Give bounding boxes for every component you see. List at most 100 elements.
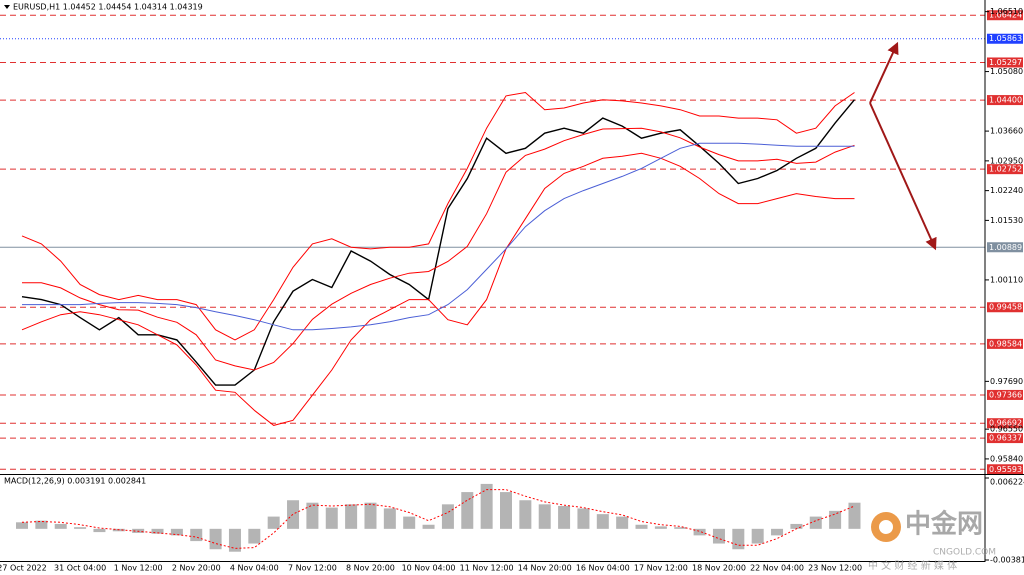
histogram-bar (54, 523, 67, 529)
y-tick-label: 1.03660 (990, 127, 1023, 136)
watermark: 中金网 CNGOLD.COM 中 文 财 经 新 媒 体 (868, 509, 996, 573)
histogram-bar (16, 522, 28, 529)
histogram-bar (461, 492, 474, 529)
level-tag (987, 433, 1023, 444)
logo-inner (879, 520, 893, 534)
histogram-bar (538, 504, 551, 529)
watermark-tagline: 中 文 财 经 新 媒 体 (868, 559, 957, 572)
histogram-bar (267, 516, 280, 529)
y-tick-label: 1.01530 (990, 216, 1023, 225)
watermark-site: CNGOLD.COM (933, 548, 996, 558)
x-tick-label: 2 Nov 20:00 (172, 564, 221, 573)
level-tag (987, 10, 1023, 21)
level-label: 1.05297 (989, 58, 1022, 67)
x-tick-label: 31 Oct 04:00 (54, 564, 106, 573)
histogram-bar (848, 502, 861, 529)
watermark-brand: 中金网 (905, 509, 983, 540)
histogram-bar (190, 528, 203, 542)
level-tag (987, 418, 1023, 429)
histogram-bar (306, 502, 319, 529)
level-tag (987, 242, 1023, 253)
histogram-bar (674, 527, 687, 529)
histogram-bar (732, 528, 745, 550)
histogram-bar (422, 524, 435, 529)
x-tick-label: 18 Nov 20:00 (692, 564, 746, 573)
histogram-bar (480, 483, 493, 529)
histogram-bar (209, 528, 222, 550)
y-tick-label: 1.05080 (990, 67, 1023, 76)
level-tag (987, 302, 1023, 313)
histogram-bar (228, 528, 241, 552)
chart-title: EURUSD,H1 1.04452 1.04454 1.04314 1.0431… (13, 3, 203, 12)
y-tick-label: -0.003816 (990, 556, 1024, 565)
histogram-bar (93, 528, 106, 533)
x-tick-label: 11 Nov 12:00 (460, 564, 514, 573)
x-tick-label: 4 Nov 04:00 (230, 564, 279, 573)
histogram-bar (577, 508, 590, 529)
level-tag (987, 164, 1023, 175)
histogram-bar (790, 523, 803, 529)
level-label: 1.05863 (989, 34, 1022, 43)
level-label: 0.97366 (989, 390, 1022, 399)
histogram-bar (596, 514, 609, 529)
y-tick-label: 1.02950 (990, 156, 1023, 165)
level-label: 0.95593 (989, 465, 1022, 474)
histogram-bar (248, 528, 261, 544)
indicator-title: MACD(12,26,9) 0.003191 0.002841 (4, 477, 146, 486)
histogram-bar (654, 526, 667, 529)
y-tick-label: 1.00110 (990, 275, 1023, 284)
level-label: 1.04400 (989, 96, 1022, 105)
y-tick-label: 0.006224 (990, 478, 1024, 487)
histogram-bar (616, 516, 629, 529)
y-tick-label: 0.97690 (990, 377, 1023, 386)
histogram-bar (170, 528, 183, 536)
x-tick-label: 27 Oct 2022 (0, 564, 47, 573)
level-tag (987, 95, 1023, 106)
indicator-line (22, 142, 855, 331)
forecast-arrow (869, 41, 899, 104)
histogram-bar (635, 524, 648, 529)
level-tag (987, 389, 1023, 400)
x-tick-label: 16 Nov 04:00 (576, 564, 630, 573)
histogram-bar (74, 527, 87, 529)
histogram-bar (693, 528, 706, 536)
y-tick-label: 1.06510 (990, 7, 1023, 16)
x-tick-label: 17 Nov 12:00 (634, 564, 688, 573)
histogram-bar (441, 504, 454, 529)
histogram-bar (403, 516, 416, 529)
level-label: 0.99458 (989, 303, 1022, 312)
level-label: 0.96692 (989, 419, 1022, 428)
y-tick-label: 0.96550 (990, 425, 1023, 434)
y-tick-label: 0.95840 (990, 454, 1023, 463)
x-tick-label: 22 Nov 04:00 (750, 564, 804, 573)
level-tag (987, 338, 1023, 349)
level-label: 0.98584 (989, 339, 1022, 348)
x-tick-label: 1 Nov 12:00 (114, 564, 163, 573)
histogram-bar (151, 528, 164, 534)
level-tag (987, 464, 1023, 475)
histogram-bar (383, 508, 396, 529)
histogram-bar (500, 492, 512, 529)
forecast-arrow (869, 102, 937, 251)
x-tick-label: 10 Nov 04:00 (402, 564, 456, 573)
level-label: 0.96337 (989, 434, 1022, 443)
indicator-line (22, 127, 855, 371)
histogram-bar (325, 507, 338, 529)
menu-icon (4, 5, 10, 9)
x-tick-label: 8 Nov 20:00 (346, 564, 395, 573)
level-tag (987, 33, 1023, 44)
histogram-bar (771, 528, 784, 536)
histogram-bar (364, 502, 377, 529)
histogram-bar (829, 510, 842, 529)
histogram-bar (558, 505, 571, 529)
x-tick-label: 7 Nov 12:00 (288, 564, 337, 573)
histogram-bar (712, 528, 725, 544)
level-label: 1.00889 (989, 243, 1022, 252)
y-tick-label: 1.02240 (990, 186, 1023, 195)
x-tick-label: 23 Nov 12:00 (808, 564, 862, 573)
signal-line (21, 489, 855, 549)
indicator-line (21, 91, 855, 341)
